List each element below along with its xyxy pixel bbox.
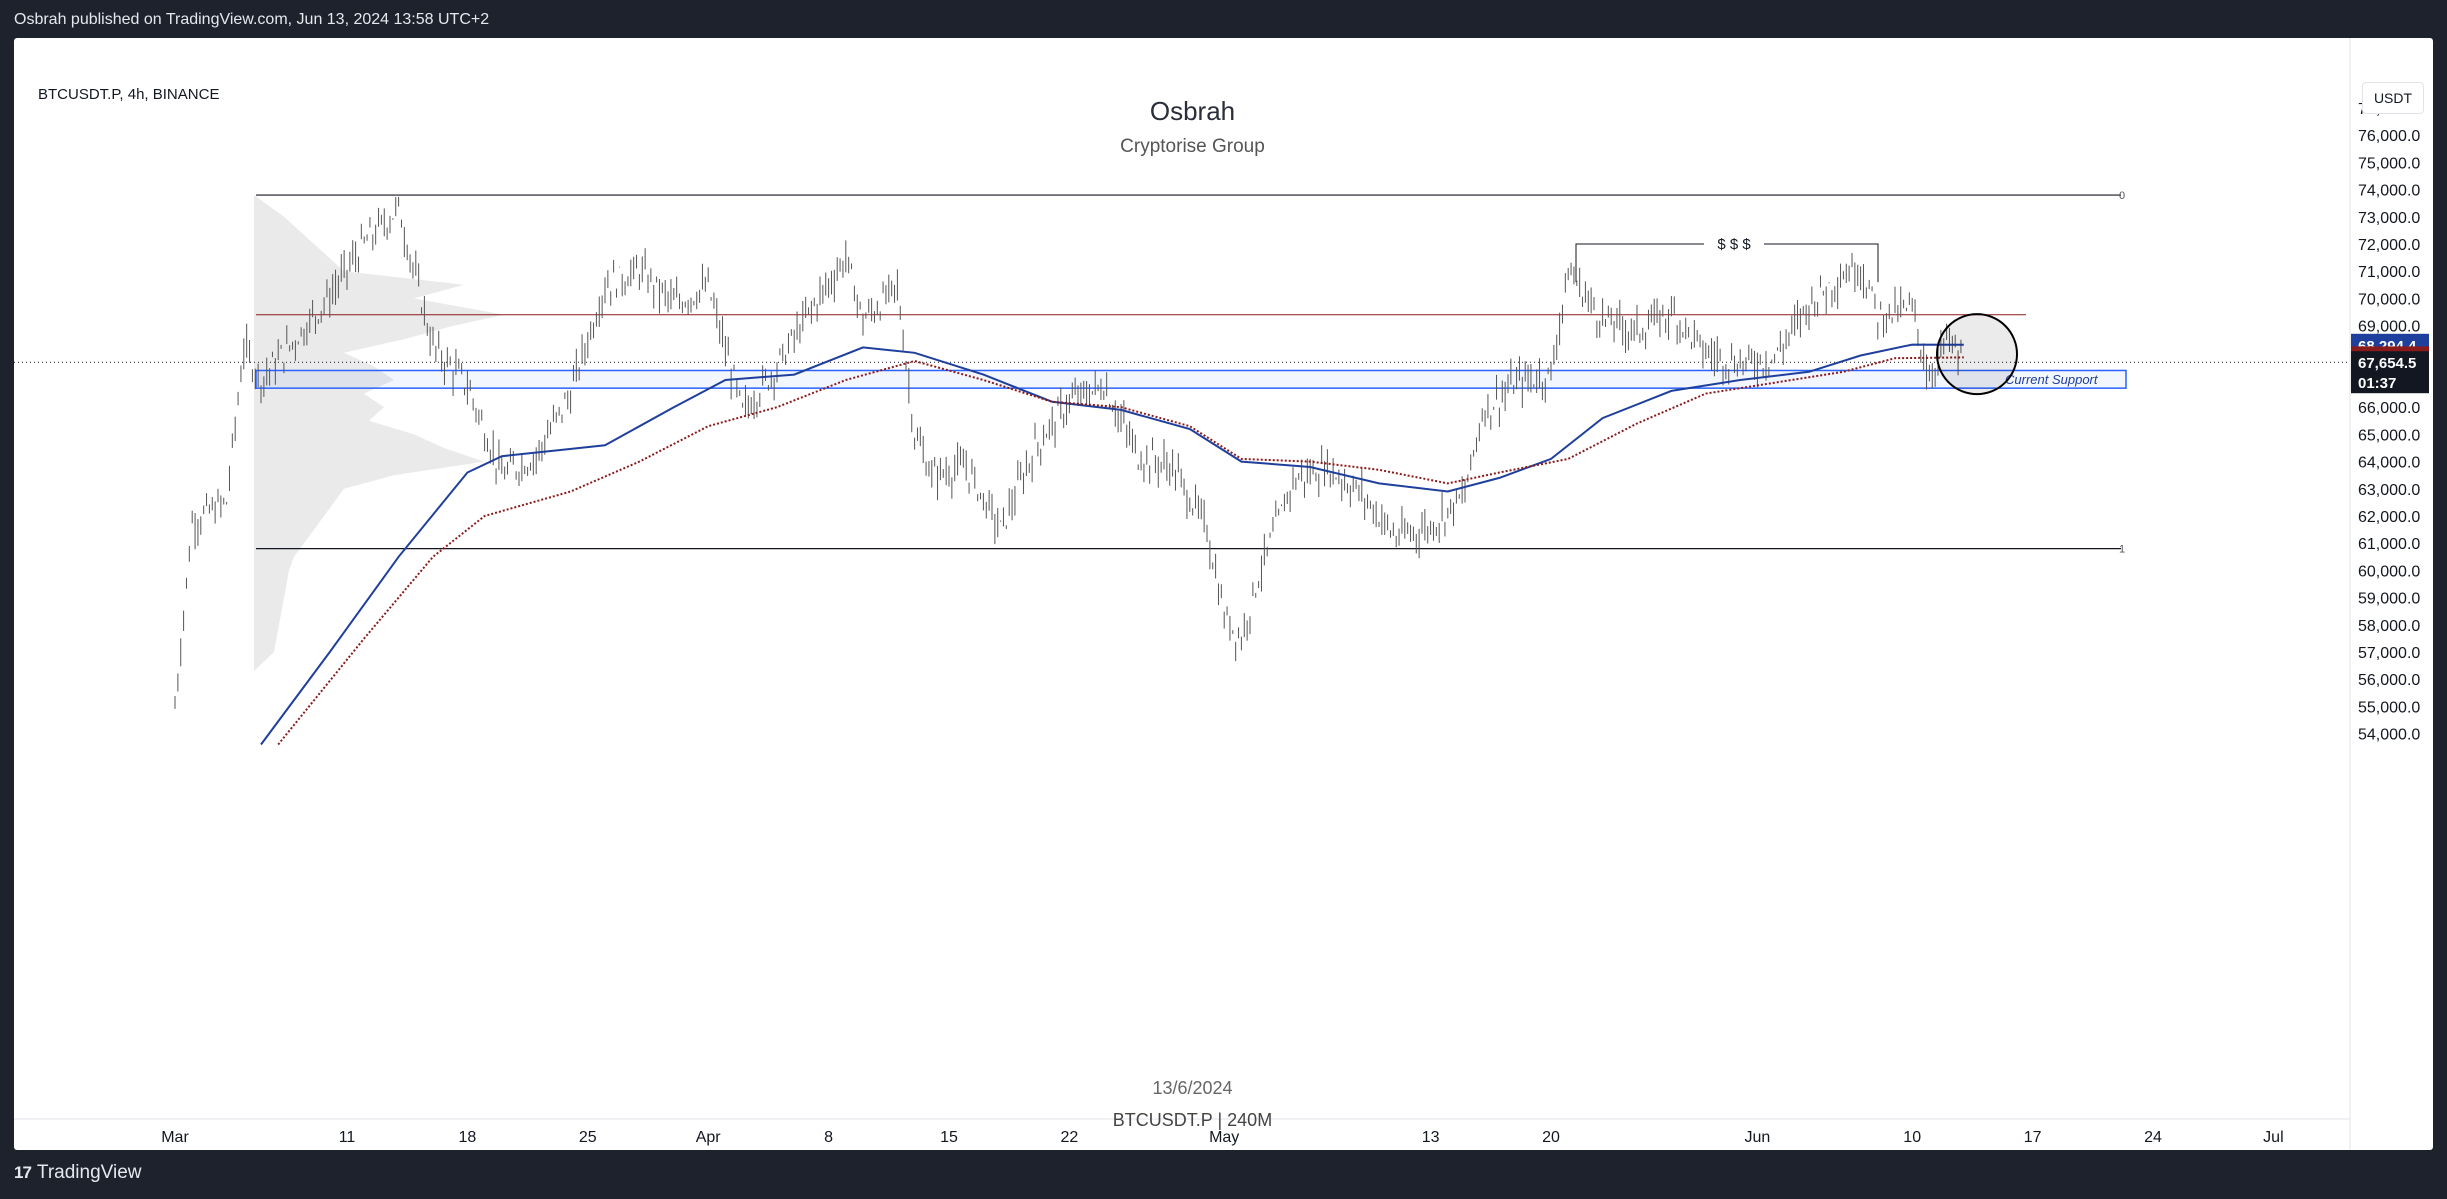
y-tick-label: 56,000.0 bbox=[2358, 672, 2420, 689]
highlight-circle bbox=[1936, 313, 2018, 396]
x-tick-label: Apr bbox=[696, 1129, 722, 1146]
volume-profile bbox=[254, 195, 504, 672]
top-bar: Osbrah published on TradingView.com, Jun… bbox=[0, 0, 2447, 38]
currency-selector[interactable]: USDT bbox=[2362, 82, 2424, 114]
y-tick-label: 55,000.0 bbox=[2358, 699, 2420, 716]
x-tick-label: 13 bbox=[1422, 1129, 1440, 1146]
chart-panel[interactable]: 77,000.076,000.075,000.074,000.073,000.0… bbox=[14, 38, 2433, 1150]
watermark-symbol: BTCUSDT.P | 240M bbox=[1112, 1110, 1273, 1130]
x-tick-label: 25 bbox=[579, 1129, 597, 1146]
y-tick-label: 72,000.0 bbox=[2358, 237, 2420, 254]
y-tick-label: 70,000.0 bbox=[2358, 291, 2420, 308]
tradingview-logo-text: TradingView bbox=[36, 1162, 142, 1183]
symbol-info[interactable]: BTCUSDT.P, 4h, BINANCE bbox=[38, 86, 220, 103]
y-tick-label: 57,000.0 bbox=[2358, 645, 2420, 662]
published-info: Osbrah published on TradingView.com, Jun… bbox=[14, 11, 490, 28]
x-tick-label: 24 bbox=[2144, 1129, 2162, 1146]
y-tick-label: 64,000.0 bbox=[2358, 455, 2420, 472]
ma-blue-line bbox=[260, 343, 1964, 746]
y-tick-label: 71,000.0 bbox=[2358, 264, 2420, 281]
y-tick-label: 61,000.0 bbox=[2358, 536, 2420, 553]
x-tick-label: 10 bbox=[1903, 1129, 1921, 1146]
chart-author: Osbrah bbox=[1149, 96, 1236, 126]
x-tick-label: 15 bbox=[940, 1129, 958, 1146]
price-chart[interactable]: 77,000.076,000.075,000.074,000.073,000.0… bbox=[14, 38, 2433, 1150]
x-tick-label: Jul bbox=[2263, 1129, 2283, 1146]
y-tick-label: 58,000.0 bbox=[2358, 618, 2420, 635]
y-tick-label: 60,000.0 bbox=[2358, 563, 2420, 580]
x-tick-label: 18 bbox=[459, 1129, 477, 1146]
y-tick-label: 66,000.0 bbox=[2358, 400, 2420, 417]
liquidity-label: $ $ $ bbox=[1717, 236, 1751, 253]
bottom-bar bbox=[0, 1150, 2447, 1199]
x-tick-label: Jun bbox=[1745, 1129, 1771, 1146]
chart-group: Cryptorise Group bbox=[1120, 136, 1265, 157]
y-tick-label: 75,000.0 bbox=[2358, 155, 2420, 172]
price-tag-label: 67,654.5 bbox=[2358, 355, 2416, 372]
price-tag-label: 01:37 bbox=[2358, 375, 2396, 392]
tradingview-logo-icon: 17 bbox=[14, 1163, 32, 1182]
y-tick-label: 63,000.0 bbox=[2358, 482, 2420, 499]
liquidity-label-bg bbox=[1704, 234, 1764, 254]
range-low-label: 1 bbox=[2119, 544, 2125, 556]
y-tick-label: 65,000.0 bbox=[2358, 427, 2420, 444]
price-tag bbox=[2351, 371, 2429, 394]
x-tick-label: 8 bbox=[824, 1129, 833, 1146]
y-tick-label: 59,000.0 bbox=[2358, 591, 2420, 608]
y-tick-label: 54,000.0 bbox=[2358, 727, 2420, 744]
y-tick-label: 74,000.0 bbox=[2358, 183, 2420, 200]
watermark-date: 13/6/2024 bbox=[1152, 1078, 1233, 1098]
x-tick-label: 11 bbox=[339, 1129, 356, 1146]
tradingview-logo[interactable]: 17 TradingView bbox=[14, 1162, 141, 1184]
x-tick-label: 22 bbox=[1061, 1129, 1079, 1146]
range-high-label: 0 bbox=[2119, 190, 2125, 202]
y-tick-label: 73,000.0 bbox=[2358, 210, 2420, 227]
x-tick-label: 17 bbox=[2024, 1129, 2042, 1146]
x-tick-label: May bbox=[1209, 1129, 1239, 1146]
price-tag bbox=[2351, 351, 2429, 374]
x-tick-label: Mar bbox=[161, 1129, 189, 1146]
support-zone bbox=[255, 369, 2127, 389]
support-label: Current Support bbox=[2005, 372, 2099, 387]
x-tick-label: 20 bbox=[1542, 1129, 1560, 1146]
y-tick-label: 76,000.0 bbox=[2358, 128, 2420, 145]
y-tick-label: 62,000.0 bbox=[2358, 509, 2420, 526]
y-tick-label: 69,000.0 bbox=[2358, 319, 2420, 336]
